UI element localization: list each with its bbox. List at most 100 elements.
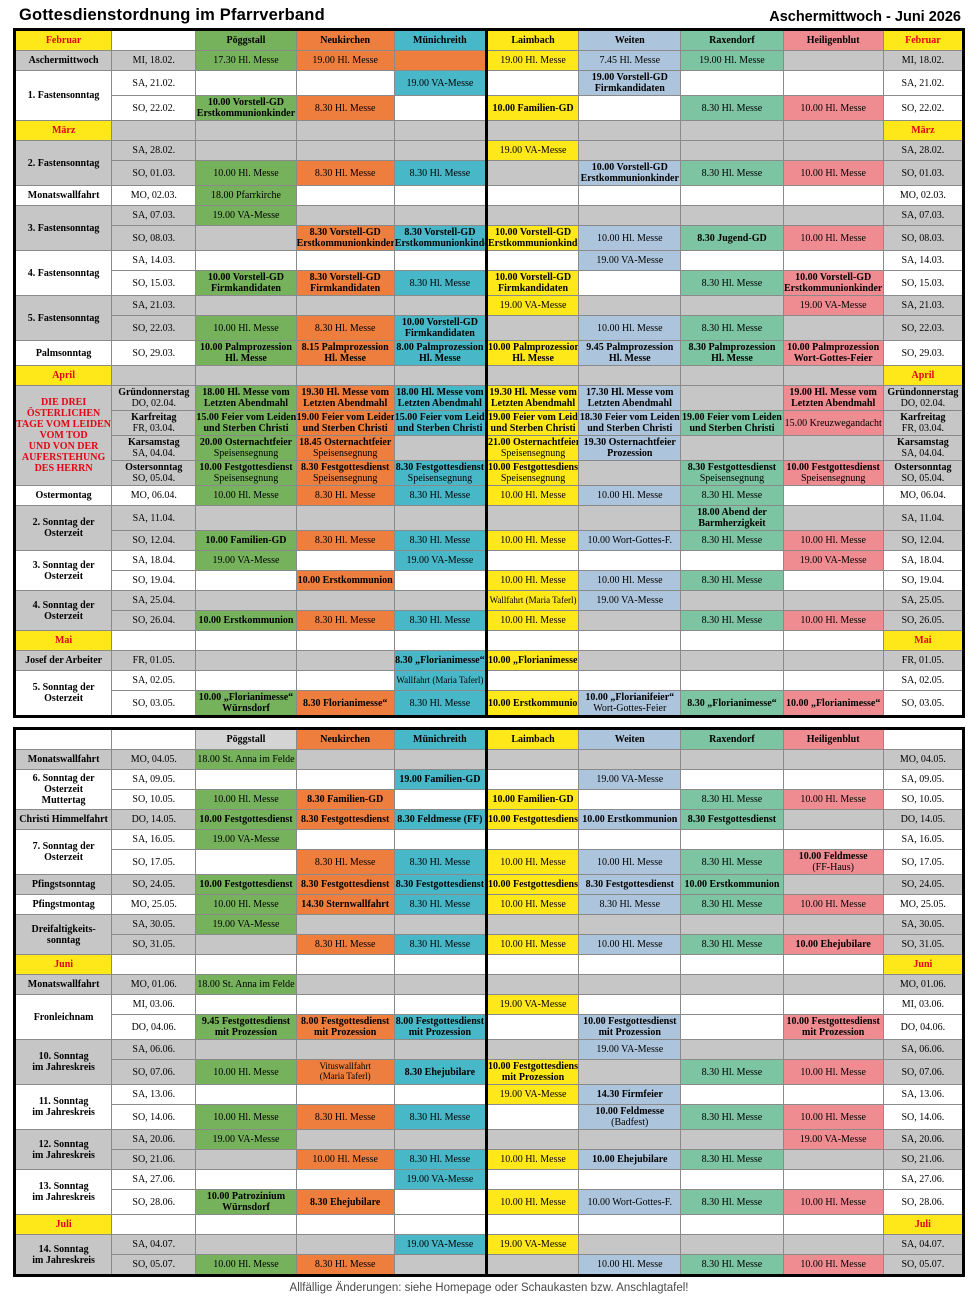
service-cell-raxendorf: 8.30 Hl. Messe xyxy=(680,1059,784,1085)
service-cell-heiligenblut: 10.00 Festgottesdienst mit Prozession xyxy=(782,1014,884,1040)
service-cell-neukirchen: 8.30 Hl. Messe xyxy=(295,95,395,121)
date-cell-right: SO, 21.06. xyxy=(882,1149,965,1170)
service-cell-raxendorf: 19.00 Hl. Messe xyxy=(680,50,784,71)
service-cell-weiten xyxy=(578,914,682,935)
service-cell-neukirchen: 8.30 Festgottesdienst xyxy=(295,874,395,895)
service-cell-raxendorf: 8.30 Hl. Messe xyxy=(680,894,784,915)
service-cell-raxendorf: 8.30 Hl. Messe xyxy=(680,485,784,506)
month-row-blank xyxy=(680,954,784,975)
date-cell-left: DO, 04.06. xyxy=(111,1014,197,1040)
service-cell-poeggstall: 10.00 Hl. Messe xyxy=(195,789,297,810)
service-cell-heiligenblut: 10.00 Festgottesdienst Speisensegnung xyxy=(782,460,884,486)
service-cell-weiten xyxy=(578,505,682,531)
date-cell-right: SO, 17.05. xyxy=(882,849,965,875)
service-cell-muenichreith xyxy=(393,185,487,206)
schedule-row: 14. Sonntag im Jahreskreis SA, 04.07. 19.00… xyxy=(13,1234,965,1276)
date-cell-left: MO, 02.03. xyxy=(111,185,197,206)
service-cell-heiligenblut xyxy=(782,829,884,850)
service-cell-laimbach xyxy=(484,250,580,271)
service-cell-raxendorf: 8.30 Hl. Messe xyxy=(680,570,784,591)
service-cell-muenichreith: 8.30 Ehejubilare xyxy=(393,1059,487,1085)
service-cell-poeggstall xyxy=(195,250,297,271)
schedule-row: Fronleichnam MI, 03.06. 19.00 VA-Messe MI, … xyxy=(13,994,965,1040)
service-cell-raxendorf xyxy=(680,1039,784,1060)
date-cell-right: SA, 21.03. xyxy=(882,295,965,316)
service-cell-neukirchen: 8.30 Ehejubilare xyxy=(295,1189,395,1215)
service-cell-weiten xyxy=(578,650,682,671)
service-cell-raxendorf xyxy=(680,140,784,161)
service-cell-muenichreith: 8.30 Hl. Messe xyxy=(393,485,487,506)
date-cell-right: SO, 22.02. xyxy=(882,95,965,121)
service-cell-muenichreith: 15.00 Feier vom Leiden und Sterben Christ… xyxy=(393,410,487,436)
service-cell-weiten: 10.00 Wort-Gottes-F. xyxy=(578,1189,682,1215)
date-cell-left: SO, 26.04. xyxy=(111,610,197,631)
schedule-row: 4. Sonntag der Osterzeit SA, 25.04. Wallfah… xyxy=(13,590,965,631)
date-cell-left: Ostersonntag SO, 05.04. xyxy=(111,460,197,486)
parish-header-weiten: Weiten xyxy=(578,728,682,750)
month-label-left: Juli xyxy=(13,1214,113,1235)
date-cell-right: Gründonnerstag DO, 02.04. xyxy=(882,385,965,411)
service-cell-heiligenblut: 10.00 Ehejubilare xyxy=(782,934,884,955)
date-cell-left: SO, 01.03. xyxy=(111,160,197,186)
service-cell-raxendorf xyxy=(680,1084,784,1105)
service-cell-neukirchen: 10.00 Hl. Messe xyxy=(295,1149,395,1170)
month-row-blank xyxy=(782,120,884,141)
service-cell-poeggstall xyxy=(195,650,297,671)
service-cell-weiten xyxy=(578,994,682,1015)
schedule-row: Monatswallfahrt MO, 04.05. 18.00 St. Anna … xyxy=(13,749,965,770)
month-row-blank xyxy=(782,630,884,651)
schedule-row: SO, 08.03. 8.30 Vorstell-GD Erstkommunionk… xyxy=(15,225,965,251)
service-cell-muenichreith xyxy=(393,250,487,271)
service-cell-neukirchen: 8.00 Festgottesdienst mit Prozession xyxy=(295,1014,395,1040)
service-cell-raxendorf xyxy=(680,1014,784,1040)
service-cell-raxendorf xyxy=(680,385,784,411)
date-cell-right: SO, 15.03. xyxy=(882,270,965,296)
service-cell-poeggstall: 10.00 Palmprozession Hl. Messe xyxy=(195,340,297,366)
service-cell-neukirchen: 19.00 Feier vom Leiden und Sterben Christ… xyxy=(295,410,395,436)
service-cell-muenichreith: 8.30 Hl. Messe xyxy=(393,849,487,875)
service-cell-laimbach xyxy=(484,315,580,341)
date-cell-right: SA, 13.06. xyxy=(882,1084,965,1105)
month-row-blank xyxy=(195,365,297,386)
service-cell-laimbach: 10.00 Vorstell-GD Firmkandidaten xyxy=(484,270,580,296)
service-cell-poeggstall xyxy=(195,934,297,955)
schedule-row: 12. Sonntag im Jahreskreis SA, 20.06. 19.00… xyxy=(13,1129,965,1170)
date-cell-left: SO, 22.03. xyxy=(111,315,197,341)
service-cell-poeggstall: 10.00 Hl. Messe xyxy=(195,160,297,186)
service-cell-poeggstall: 10.00 Festgottesdienst xyxy=(195,874,297,895)
service-cell-laimbach xyxy=(484,914,580,935)
month-row-blank xyxy=(484,365,580,386)
month-row-blank xyxy=(393,365,487,386)
service-cell-heiligenblut xyxy=(782,435,884,461)
service-cell-poeggstall: 10.00 Hl. Messe xyxy=(195,1104,297,1130)
service-cell-laimbach xyxy=(484,829,580,850)
service-cell-weiten xyxy=(578,610,682,631)
schedule-row: Pfingstsonntag SO, 24.05. 10.00 Festgottes… xyxy=(13,874,965,895)
month-row-blank xyxy=(111,120,197,141)
service-cell-laimbach: 10.00 Hl. Messe xyxy=(484,610,580,631)
service-cell-neukirchen: 8.30 Florianimesse“ xyxy=(295,690,395,717)
service-cell-weiten: 10.00 Hl. Messe xyxy=(578,485,682,506)
service-cell-weiten: 18.30 Feier vom Leiden und Sterben Christ… xyxy=(578,410,682,436)
service-cell-heiligenblut: 10.00 Hl. Messe xyxy=(782,789,884,810)
service-cell-laimbach: 19.00 VA-Messe xyxy=(484,1084,580,1105)
service-cell-laimbach: 10.00 Hl. Messe xyxy=(484,1189,580,1215)
service-cell-weiten: 8.30 Hl. Messe xyxy=(578,894,682,915)
month-row-blank xyxy=(578,120,682,141)
service-cell-raxendorf xyxy=(680,550,784,571)
date-cell-left: SO, 24.05. xyxy=(111,874,197,895)
date-cell-right: SO, 07.06. xyxy=(882,1059,965,1085)
service-cell-poeggstall xyxy=(195,70,297,96)
service-cell-heiligenblut: 19.00 VA-Messe xyxy=(782,295,884,316)
service-cell-laimbach: 10.00 Hl. Messe xyxy=(484,530,580,551)
service-cell-laimbach: Wallfahrt (Maria Taferl) xyxy=(484,590,580,611)
service-cell-neukirchen xyxy=(295,650,395,671)
service-cell-raxendorf: 8.30 Palmprozession Hl. Messe xyxy=(680,340,784,366)
date-cell-right: MI, 03.06. xyxy=(882,994,965,1015)
service-cell-heiligenblut: 10.00 Hl. Messe xyxy=(782,1189,884,1215)
month-row-blank xyxy=(393,1214,487,1235)
service-cell-weiten: 14.30 Firmfeier xyxy=(578,1084,682,1105)
service-cell-heiligenblut xyxy=(782,874,884,895)
service-cell-poeggstall: 10.00 Hl. Messe xyxy=(195,1059,297,1085)
title-row: Gottesdienstordnung im Pfarrverband Asch… xyxy=(13,2,965,28)
